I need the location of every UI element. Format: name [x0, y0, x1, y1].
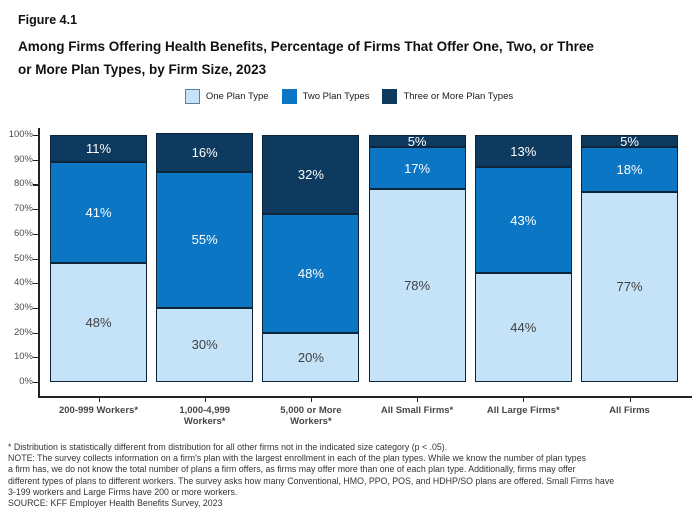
bar-value-label: 55%	[191, 232, 218, 248]
y-tick-mark	[33, 135, 38, 137]
footnote-source: SOURCE: KFF Employer Health Benefits Sur…	[8, 498, 223, 509]
bar-value-label: 18%	[616, 162, 643, 178]
bar-value-label: 41%	[85, 205, 112, 221]
x-tick-mark	[98, 396, 100, 402]
y-tick-label: 20%	[13, 326, 33, 338]
bar-value-label: 30%	[191, 337, 218, 353]
y-tick-mark	[33, 233, 38, 235]
bar-value-label: 44%	[510, 320, 537, 336]
bar-value-label: 20%	[297, 349, 324, 365]
bar-segment-three-or-more-plan-types: 13%	[474, 135, 572, 168]
bar-segment-three-or-more-plan-types: 11%	[50, 135, 147, 163]
y-tick-mark	[33, 332, 38, 334]
legend: One Plan Type Two Plan Types Three or More…	[0, 89, 698, 104]
bar-value-label: 11%	[85, 141, 112, 157]
y-tick-mark	[33, 159, 38, 161]
chart-title-line-2: or More Plan Types, by Firm Size, 2023	[18, 62, 267, 77]
legend-label: Two Plan Types	[302, 91, 370, 102]
y-tick-label: 60%	[13, 227, 33, 239]
x-axis-category-label: 200-999 Workers*	[58, 405, 139, 416]
footnote-note-line-3: different types of plans to different wo…	[8, 475, 615, 486]
legend-swatch-icon	[184, 89, 200, 104]
y-tick-mark	[33, 283, 38, 285]
legend-swatch-icon	[382, 89, 398, 104]
legend-swatch-icon	[281, 89, 297, 104]
y-tick-label: 80%	[13, 178, 33, 190]
chart-title-line-1: Among Firms Offering Health Benefits, Pe…	[18, 39, 594, 54]
chart-title: Among Firms Offering Health Benefits, Pe…	[18, 35, 594, 81]
bar-segment-two-plan-types: 43%	[474, 167, 572, 274]
footnote-note-line-1: NOTE: The survey collects information on…	[8, 453, 586, 464]
bar-value-label: 48%	[85, 315, 112, 331]
bar-segment-two-plan-types: 17%	[368, 147, 466, 190]
y-tick-label: 100%	[8, 129, 33, 140]
x-tick-mark	[310, 396, 313, 402]
bar-segment-three-or-more-plan-types: 16%	[156, 132, 254, 173]
footnote-stat-note: * Distribution is statistically differen…	[8, 442, 448, 452]
bar-value-label: 32%	[297, 167, 324, 183]
bar-segment-two-plan-types: 48%	[262, 214, 360, 333]
bar-segment-one-plan-type: 20%	[262, 332, 360, 382]
legend-label: One Plan Type	[205, 91, 269, 102]
y-tick-label: 10%	[13, 351, 33, 363]
x-axis-line	[38, 396, 692, 398]
bar-segment-three-or-more-plan-types: 5%	[368, 133, 466, 149]
bar-segment-one-plan-type: 30%	[156, 307, 254, 382]
bar-value-label: 43%	[510, 212, 537, 228]
x-axis-category-label: 1,000-4,999 Workers*	[179, 405, 231, 427]
y-tick-mark	[33, 307, 38, 310]
bar-value-label: 13%	[510, 143, 537, 159]
y-tick-label: 30%	[13, 301, 33, 313]
bar-segment-three-or-more-plan-types: 5%	[581, 133, 678, 149]
bar-value-label: 78%	[404, 278, 431, 294]
legend-item-2: Two Plan Types	[281, 89, 370, 104]
bar-segment-two-plan-types: 18%	[581, 147, 678, 192]
bar-value-label: 5%	[407, 133, 427, 149]
bar-segment-one-plan-type: 44%	[474, 273, 572, 382]
y-tick-label: 0%	[19, 376, 33, 387]
legend-item-3: Three or More Plan Types	[382, 89, 513, 104]
y-tick-label: 40%	[13, 277, 33, 289]
bar-segment-two-plan-types: 41%	[50, 162, 147, 264]
x-tick-mark	[523, 396, 525, 402]
legend-label: Three or More Plan Types	[403, 91, 514, 102]
bar-value-label: 77%	[616, 279, 643, 295]
bar-segment-one-plan-type: 78%	[368, 189, 466, 382]
y-axis-line	[38, 128, 40, 398]
x-tick-mark	[417, 396, 419, 402]
footnotes: * Distribution is statistically differen…	[8, 442, 696, 509]
bar-value-label: 17%	[404, 160, 431, 176]
x-axis-category-label: All Firms	[609, 405, 650, 416]
bar-value-label: 48%	[297, 265, 324, 281]
x-tick-mark	[629, 396, 631, 402]
legend-item-1: One Plan Type	[184, 89, 269, 104]
x-axis-category-label: All Small Firms*	[380, 405, 454, 416]
y-tick-mark	[33, 209, 38, 211]
bar-segment-three-or-more-plan-types: 32%	[262, 135, 360, 215]
x-axis-category-label: 5,000 or More Workers*	[280, 405, 342, 427]
bar-segment-one-plan-type: 48%	[50, 263, 147, 382]
y-tick-mark	[33, 382, 38, 384]
bar-segment-one-plan-type: 77%	[581, 191, 678, 382]
y-tick-label: 50%	[13, 252, 33, 264]
x-axis-category-label: All Large Firms*	[486, 405, 560, 416]
footnote-note-line-4: 3-199 workers and Large Firms have 200 o…	[8, 486, 238, 497]
y-tick-mark	[33, 258, 38, 260]
bar-segment-two-plan-types: 55%	[156, 172, 254, 308]
bar-value-label: 16%	[191, 144, 218, 160]
y-tick-mark	[33, 357, 38, 359]
footnote-note-line-2: a firm has, we do not know the total num…	[8, 464, 576, 475]
y-tick-label: 90%	[13, 153, 33, 165]
y-tick-label: 70%	[13, 203, 33, 215]
y-tick-mark	[33, 184, 38, 186]
x-tick-mark	[204, 396, 206, 402]
figure-number: Figure 4.1	[18, 13, 78, 27]
bar-value-label: 5%	[620, 133, 639, 149]
